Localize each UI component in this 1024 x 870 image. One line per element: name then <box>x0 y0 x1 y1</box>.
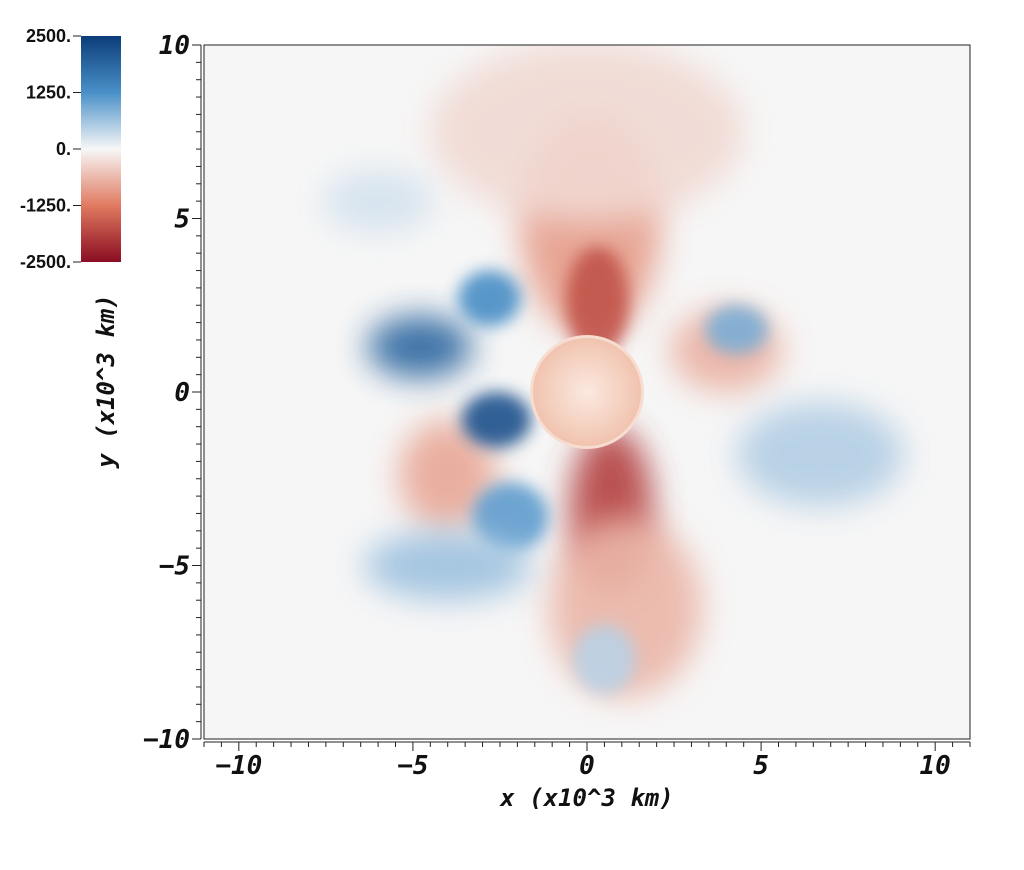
y-tick-label: 5 <box>174 205 190 235</box>
colorbar-tick-label: 2500. <box>26 26 71 46</box>
colorbar-tick-label: -1250. <box>20 196 71 216</box>
y-axis: 10 5 0 −5 −10 <box>143 31 202 755</box>
colorbar-tick-label: -2500. <box>20 252 71 272</box>
field-feature-negative <box>566 246 629 358</box>
plot-area <box>203 44 971 740</box>
field-layer <box>322 45 904 698</box>
field-feature-positive <box>461 392 532 448</box>
x-tick-label: 0 <box>579 751 595 781</box>
field-feature-positive <box>367 315 473 379</box>
field-feature-positive <box>364 530 532 601</box>
field-feature-positive <box>458 270 521 327</box>
x-axis: −10 −5 0 5 10 <box>203 741 971 781</box>
field-feature-positive <box>322 169 434 233</box>
x-axis-label: x (x10^3 km) <box>499 784 673 812</box>
y-tick-label: 10 <box>159 31 190 61</box>
x-tick-label: 10 <box>920 751 951 781</box>
field-feature-positive <box>705 305 769 354</box>
y-tick-label: −10 <box>143 725 190 755</box>
y-tick-label: −5 <box>159 552 190 582</box>
x-tick-label: 5 <box>753 751 769 781</box>
central-object <box>529 334 645 450</box>
colorbar: 2500. 1250. 0. -1250. -2500. <box>20 26 121 272</box>
field-feature-negative <box>430 45 744 222</box>
y-axis-label: y (x10^3 km) <box>92 294 120 469</box>
field-feature-positive <box>573 624 636 694</box>
x-tick-label: −10 <box>215 751 262 781</box>
plot-frame <box>203 44 971 740</box>
field-feature-negative <box>398 419 497 531</box>
colorbar-tick-label: 1250. <box>26 83 71 103</box>
colorbar-gradient <box>81 36 121 262</box>
field-feature-positive <box>736 402 904 507</box>
colorbar-ticks: 2500. 1250. 0. -1250. -2500. <box>20 26 81 272</box>
field-feature-positive <box>472 482 549 552</box>
x-tick-label: −5 <box>397 751 428 781</box>
colorbar-tick-label: 0. <box>56 139 71 159</box>
y-tick-label: 0 <box>174 378 190 408</box>
